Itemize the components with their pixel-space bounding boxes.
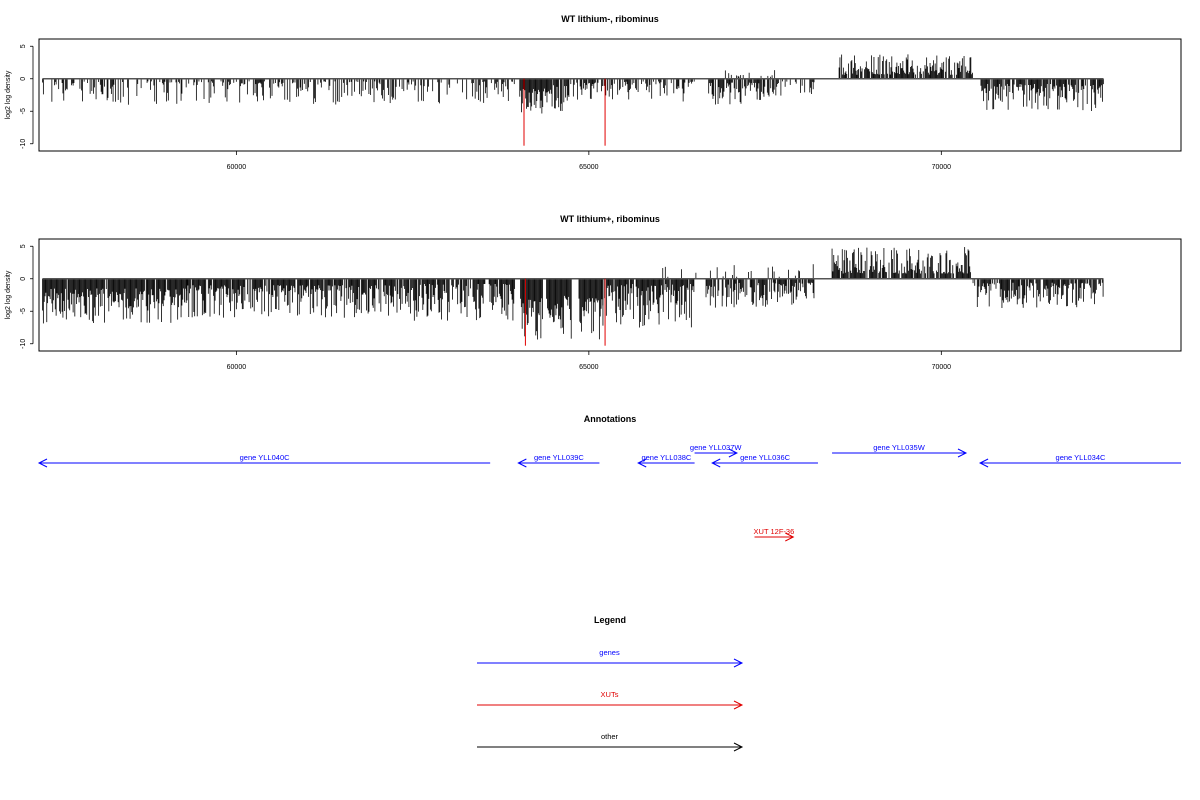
x-tick-label: 65000 bbox=[579, 364, 599, 371]
feature-arrowhead bbox=[37, 458, 48, 468]
feature-arrowhead bbox=[637, 458, 647, 468]
x-axis: 60000 65000 70000 bbox=[227, 151, 952, 171]
feature-label: gene YLL040C bbox=[240, 453, 290, 462]
y-tick-label: 5 bbox=[20, 244, 27, 248]
feature-arrowhead bbox=[711, 458, 721, 468]
track-plot-lithium-plus: WT lithium+, ribominus log2 log density … bbox=[5, 214, 1182, 371]
feature-label: gene YLL036C bbox=[740, 453, 790, 462]
y-tick-label: 0 bbox=[20, 77, 27, 81]
feature-label: XUT 12F-36 bbox=[754, 527, 795, 536]
plot-title: WT lithium+, ribominus bbox=[560, 214, 660, 224]
x-tick-label: 70000 bbox=[932, 364, 952, 371]
plot-frame bbox=[38, 38, 1182, 152]
x-tick-label: 60000 bbox=[227, 164, 247, 171]
legend-label: genes bbox=[599, 648, 620, 657]
x-axis: 60000 65000 70000 bbox=[227, 351, 952, 371]
annotation-feature: gene YLL037W bbox=[690, 443, 742, 458]
feature-arrowhead bbox=[785, 532, 795, 542]
y-tick-label: -5 bbox=[20, 108, 27, 114]
plot-title: WT lithium-, ribominus bbox=[561, 14, 659, 24]
feature-arrowhead bbox=[728, 448, 739, 458]
feature-label: gene YLL039C bbox=[534, 453, 584, 462]
legend-item: other bbox=[477, 732, 744, 752]
feature-label: gene YLL035W bbox=[873, 443, 925, 452]
track-plot-lithium-minus: WT lithium-, ribominus log2 log density … bbox=[5, 14, 1182, 171]
y-tick-label: -5 bbox=[20, 308, 27, 314]
legend-label: XUTs bbox=[601, 690, 619, 699]
annotation-feature: gene YLL034C bbox=[978, 453, 1181, 468]
plot-frame bbox=[38, 238, 1182, 352]
annotation-feature: gene YLL038C bbox=[637, 453, 695, 468]
signal-bars bbox=[42, 247, 1104, 340]
feature-arrowhead bbox=[517, 458, 527, 468]
annotation-feature: gene YLL039C bbox=[517, 453, 600, 468]
y-tick-label: -10 bbox=[20, 139, 27, 149]
feature-label: gene YLL037W bbox=[690, 443, 742, 452]
y-axis-label: log2 log density bbox=[5, 270, 12, 319]
legend-label: other bbox=[601, 732, 619, 741]
y-tick-label: 0 bbox=[20, 277, 27, 281]
y-axis: 5 0 -5 -10 bbox=[20, 244, 34, 349]
annotation-feature: gene YLL040C bbox=[37, 453, 491, 468]
feature-label: gene YLL034C bbox=[1056, 453, 1106, 462]
annotation-feature: gene YLL035W bbox=[832, 443, 968, 458]
y-axis: 5 0 -5 -10 bbox=[20, 44, 34, 149]
legend-arrowhead bbox=[733, 742, 744, 752]
legend-arrowhead bbox=[733, 700, 744, 710]
x-tick-label: 70000 bbox=[932, 164, 952, 171]
annotation-feature: XUT 12F-36 bbox=[754, 527, 795, 542]
feature-arrowhead bbox=[957, 448, 968, 458]
legend-item: XUTs bbox=[477, 690, 744, 710]
legend-arrowhead bbox=[733, 658, 744, 668]
highlight-bars bbox=[523, 78, 606, 146]
annotation-feature: gene YLL036C bbox=[711, 453, 818, 468]
annotations-track: Annotations gene YLL040C gene YLL039C gene… bbox=[37, 414, 1181, 542]
signal-bars bbox=[42, 54, 1104, 114]
x-tick-label: 65000 bbox=[579, 164, 599, 171]
feature-arrowhead bbox=[978, 458, 989, 468]
legend: Legend genes XUTs other bbox=[477, 615, 744, 752]
y-axis-label: log2 log density bbox=[5, 70, 12, 119]
legend-item: genes bbox=[477, 648, 744, 668]
x-tick-label: 60000 bbox=[227, 364, 247, 371]
annotation-features: gene YLL040C gene YLL039C gene YLL038Cgene… bbox=[37, 443, 1181, 542]
feature-label: gene YLL038C bbox=[641, 453, 691, 462]
annotations-title: Annotations bbox=[584, 414, 637, 424]
legend-items: genes XUTs other bbox=[477, 648, 744, 752]
y-tick-label: 5 bbox=[20, 44, 27, 48]
highlight-bars bbox=[524, 278, 606, 346]
legend-title: Legend bbox=[594, 615, 626, 625]
y-tick-label: -10 bbox=[20, 339, 27, 349]
